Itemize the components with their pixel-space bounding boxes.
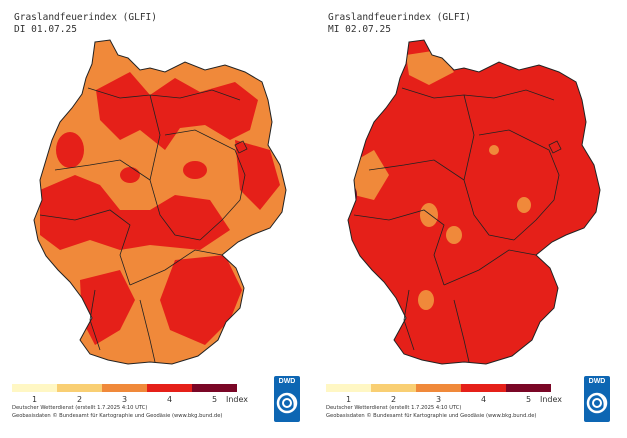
dwd-logo-text: DWD	[278, 378, 296, 385]
map-panel-wednesday: Graslandfeuerindex (GLFI) MI 02.07.25 1 …	[314, 0, 624, 438]
dwd-swirl-icon	[276, 392, 298, 414]
legend-swatch-3	[416, 384, 461, 392]
map-date: DI 01.07.25	[14, 24, 77, 35]
map-title-block: Graslandfeuerindex (GLFI) MI 02.07.25	[328, 12, 471, 36]
credit-line-2: Geobasisdaten © Bundesamt für Kartograph…	[326, 413, 537, 419]
map-panel-tuesday: Graslandfeuerindex (GLFI) DI 01.07.25 1 …	[0, 0, 310, 438]
map-title: Graslandfeuerindex (GLFI)	[14, 12, 157, 23]
germany-map-wednesday	[347, 39, 601, 365]
legend-swatch-5	[506, 384, 551, 392]
map-date: MI 02.07.25	[328, 24, 391, 35]
fire-index-high-areas	[40, 72, 280, 345]
legend-swatch-3	[102, 384, 147, 392]
legend-unit: Index	[226, 395, 249, 404]
map-title: Graslandfeuerindex (GLFI)	[328, 12, 471, 23]
legend-label-4: 4	[167, 395, 173, 404]
dwd-logo-text: DWD	[588, 378, 606, 385]
legend-unit: Index	[540, 395, 563, 404]
dwd-logo: DWD	[274, 376, 300, 422]
credit-line-2: Geobasisdaten © Bundesamt für Kartograph…	[12, 413, 223, 419]
germany-map-tuesday	[33, 39, 287, 365]
legend-label-2: 2	[391, 395, 397, 404]
legend-swatch-4	[461, 384, 506, 392]
legend-swatch-2	[371, 384, 416, 392]
legend-swatch-2	[57, 384, 102, 392]
legend-label-3: 3	[436, 395, 442, 404]
legend-label-3: 3	[122, 395, 128, 404]
legend-color-bar	[326, 384, 551, 392]
legend-swatch-5	[192, 384, 237, 392]
legend-label-1: 1	[346, 395, 352, 404]
legend-label-5: 5	[526, 395, 532, 404]
dwd-swirl-icon	[586, 392, 608, 414]
dwd-logo: DWD	[584, 376, 610, 422]
legend-label-5: 5	[212, 395, 218, 404]
legend-color-bar	[12, 384, 237, 392]
legend-swatch-1	[326, 384, 371, 392]
legend-label-4: 4	[481, 395, 487, 404]
credit-line-1: Deutscher Wetterdienst (erstellt 1.7.202…	[326, 405, 462, 411]
state-borders	[39, 87, 248, 363]
credit-line-1: Deutscher Wetterdienst (erstellt 1.7.202…	[12, 405, 148, 411]
legend-swatch-4	[147, 384, 192, 392]
fire-index-legend: 1 2 3 4 5 Index	[12, 384, 248, 412]
state-borders	[353, 87, 562, 363]
fire-index-legend: 1 2 3 4 5 Index	[326, 384, 562, 412]
map-title-block: Graslandfeuerindex (GLFI) DI 01.07.25	[14, 12, 157, 36]
legend-swatch-1	[12, 384, 57, 392]
fire-index-base-area	[348, 40, 600, 364]
legend-label-2: 2	[77, 395, 83, 404]
legend-label-1: 1	[32, 395, 38, 404]
